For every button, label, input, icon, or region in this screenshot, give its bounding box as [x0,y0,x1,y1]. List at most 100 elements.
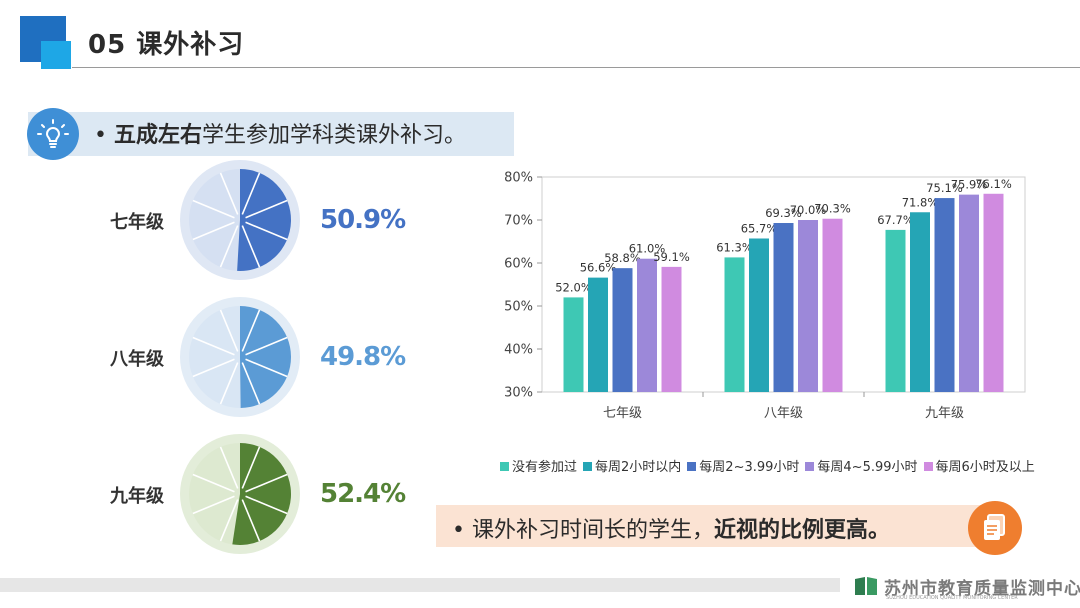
legend-label: 没有参加过 [512,460,578,475]
bar [612,268,633,392]
bar-value-label: 69.3% [765,206,802,220]
y-tick-label: 40% [504,343,533,358]
bar [749,238,769,392]
bar-value-label: 65.7% [741,221,778,235]
legend-swatch [500,462,509,471]
pie-divider [245,358,288,378]
pie-divider [192,336,235,356]
pie-divider [219,309,239,352]
callout-banner-1 [28,112,514,156]
legend-label: 每周4~5.99小时 [817,460,918,475]
pie-slice [232,443,291,545]
pie-divider [245,336,288,356]
bar [661,266,682,392]
grade-pie [180,297,300,417]
legend-swatch [583,462,593,471]
y-tick-label: 50% [504,300,533,315]
title-divider [72,67,1080,68]
grade-label: 九年级 [110,486,164,507]
chart-legend: 没有参加过 每周2小时以内 每周2~3.99小时 每周4~5.99小时 每周6小时及以上 [500,456,1041,475]
pie-divider [245,473,288,493]
pie-divider [241,309,261,352]
callout-emphasis-2: 近视的比例更高。 [714,518,891,543]
bar-chart: 30% 40% 50% 60% 70% 80% 52.0% 56.6%58.8%61.0%59… [504,171,1026,421]
legend-label: 每周2~3.99小时 [699,460,800,475]
bar-value-label: 75.9% [951,178,988,192]
pie-divider [245,221,288,241]
documents-icon [968,501,1022,555]
bar-value-label: 70.0% [790,203,827,217]
bar-value-label: 71.8% [902,195,939,209]
callout-text-2: • 课外补习时间长的学生，近视的比例更高。 [452,518,891,543]
bar-value-label: 70.3% [814,202,851,216]
legend-item: 没有参加过 [500,456,577,475]
bar-value-label: 75.1% [926,181,963,195]
footer-org-name: 苏州市教育质量监测中心 [884,579,1080,599]
bar-value-label: 61.0% [629,242,666,256]
legend-label: 每周6小时及以上 [935,460,1035,475]
grade-label: 八年级 [110,349,164,370]
lightbulb-icon [27,108,79,160]
grade-percentage: 49.8% [320,342,406,372]
pie-divider [192,473,235,493]
grade-label: 七年级 [110,212,164,233]
pie-divider [241,172,261,215]
y-tick-label: 70% [504,214,533,229]
grade-percentage: 50.9% [320,205,406,235]
bar [724,257,745,392]
legend-item: 每周2~3.99小时 [687,456,799,475]
callout-banner-2 [436,505,988,547]
title-decor-square-light [41,41,71,69]
x-tick-label: 九年级 [925,406,964,421]
bar-value-label: 58.8% [604,251,641,265]
pie-divider [241,499,261,542]
bar [885,229,906,392]
pie-divider [219,225,239,268]
bar [773,223,794,392]
pie-divider [192,495,235,515]
pie-divider [241,225,261,268]
bar-value-label: 56.6% [580,261,617,275]
legend-label: 每周2小时以内 [595,460,682,475]
bar-value-label: 59.1% [653,250,690,264]
page-title: 05 课外补习 [88,30,245,60]
pie-slice [240,306,291,408]
callout-text-1: • 五成左右学生参加学科类课外补习。 [94,123,467,148]
bar [563,297,584,392]
legend-item: 每周2小时以内 [583,456,681,475]
pie-divider [192,358,235,378]
pie-divider [219,362,239,405]
bar [959,194,979,392]
bar-value-label: 52.0% [555,280,592,294]
grade-pie [180,434,300,554]
pie-divider [245,495,288,515]
legend-swatch [805,462,815,471]
pie-divider [241,362,261,405]
legend-swatch [687,462,697,471]
bar [934,198,955,392]
y-tick-label: 60% [504,257,533,272]
pie-divider [219,446,239,489]
footer-org-name-en: SUZHOU EDUCATION QUALITY MONITORING CENT… [886,595,1018,601]
bar [637,258,657,392]
book-logo-icon [855,577,877,595]
legend-item: 每周4~5.99小时 [805,456,918,475]
callout-emphasis-1: 五成左右 [113,123,202,148]
pie-divider [219,172,239,215]
pie-divider [245,199,288,219]
legend-swatch [923,462,933,471]
legend-item: 每周6小时及以上 [923,456,1035,475]
bar [588,277,608,392]
grade-percentage: 52.4% [320,479,406,509]
bar [910,212,930,392]
footer-bar [0,578,840,592]
pie-divider [219,499,239,542]
y-tick-label: 80% [504,171,533,186]
bar-value-label: 67.7% [877,213,914,227]
bar-value-label: 61.3% [716,240,753,254]
bar [983,193,1004,392]
bar-value-label: 76.1% [975,177,1012,191]
pie-divider [241,446,261,489]
y-tick-label: 30% [504,386,533,401]
bar [798,220,818,392]
